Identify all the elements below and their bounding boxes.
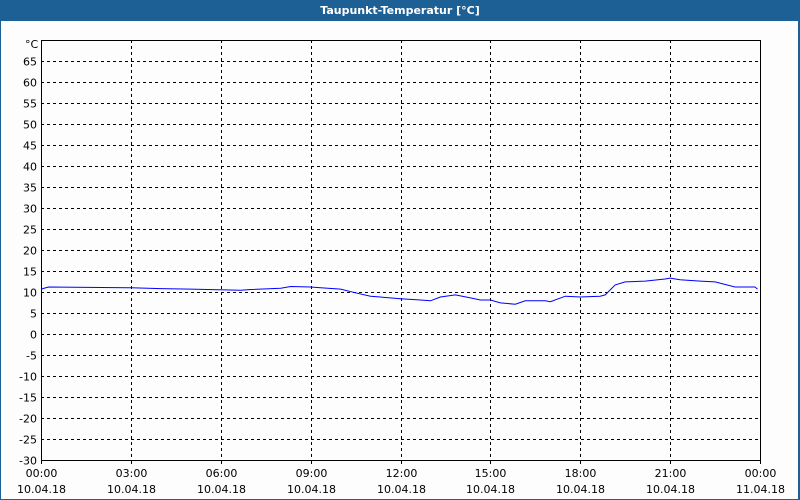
plot-frame bbox=[41, 40, 761, 461]
x-tick-time: 03:00 bbox=[116, 467, 148, 480]
x-tick-time: 00:00 bbox=[26, 467, 58, 480]
y-tick-label: 20 bbox=[23, 245, 37, 258]
y-tick-label: -30 bbox=[19, 455, 37, 468]
y-tick-label: 30 bbox=[23, 203, 37, 216]
y-tick-label: 0 bbox=[30, 329, 37, 342]
x-tick-date: 10.04.18 bbox=[17, 483, 66, 496]
x-tick-time: 12:00 bbox=[386, 467, 418, 480]
y-tick-label: -5 bbox=[26, 350, 37, 363]
y-tick-label: -25 bbox=[19, 434, 37, 447]
x-tick-time: 18:00 bbox=[565, 467, 597, 480]
y-tick-label: 55 bbox=[23, 98, 37, 111]
x-tick-time: 21:00 bbox=[655, 467, 687, 480]
x-tick-time: 00:00 bbox=[745, 467, 777, 480]
y-tick-label: 60 bbox=[23, 77, 37, 90]
x-tick-date: 10.04.18 bbox=[466, 483, 515, 496]
x-tick-date: 10.04.18 bbox=[646, 483, 695, 496]
y-tick-label: 65 bbox=[23, 56, 37, 69]
y-axis-unit-label: °C bbox=[25, 38, 39, 51]
y-tick-label: 25 bbox=[23, 224, 37, 237]
series-line bbox=[40, 277, 758, 305]
y-tick-label: 5 bbox=[30, 308, 37, 321]
x-tick-date: 10.04.18 bbox=[377, 483, 426, 496]
line-chart: °C 65605550454035302520151050-5-10-15-20… bbox=[17, 38, 785, 496]
x-tick-date: 10.04.18 bbox=[287, 483, 336, 496]
y-tick-label: 35 bbox=[23, 182, 37, 195]
y-tick-label: 10 bbox=[23, 287, 37, 300]
grid bbox=[41, 40, 760, 460]
x-tick-time: 09:00 bbox=[296, 467, 328, 480]
x-tick-date: 10.04.18 bbox=[556, 483, 605, 496]
y-tick-label: 50 bbox=[23, 119, 37, 132]
x-tick-date: 10.04.18 bbox=[107, 483, 156, 496]
x-tick-time: 06:00 bbox=[206, 467, 238, 480]
y-tick-label: -15 bbox=[19, 392, 37, 405]
x-tick-time: 15:00 bbox=[475, 467, 507, 480]
axes bbox=[41, 40, 761, 464]
y-tick-label: -10 bbox=[19, 371, 37, 384]
x-tick-date: 10.04.18 bbox=[197, 483, 246, 496]
y-tick-label: 40 bbox=[23, 161, 37, 174]
chart-area: °C 65 60 55 50 45 40 35 30 25 20 15 10 5 0 -5 -10 -15 -20… bbox=[1, 21, 798, 499]
y-tick-label: -20 bbox=[19, 413, 37, 426]
window-title: Taupunkt-Temperatur [°C] bbox=[320, 4, 480, 17]
y-tick-label: 15 bbox=[23, 266, 37, 279]
x-tick-date: 11.04.18 bbox=[736, 483, 785, 496]
y-tick-label: 45 bbox=[23, 140, 37, 153]
